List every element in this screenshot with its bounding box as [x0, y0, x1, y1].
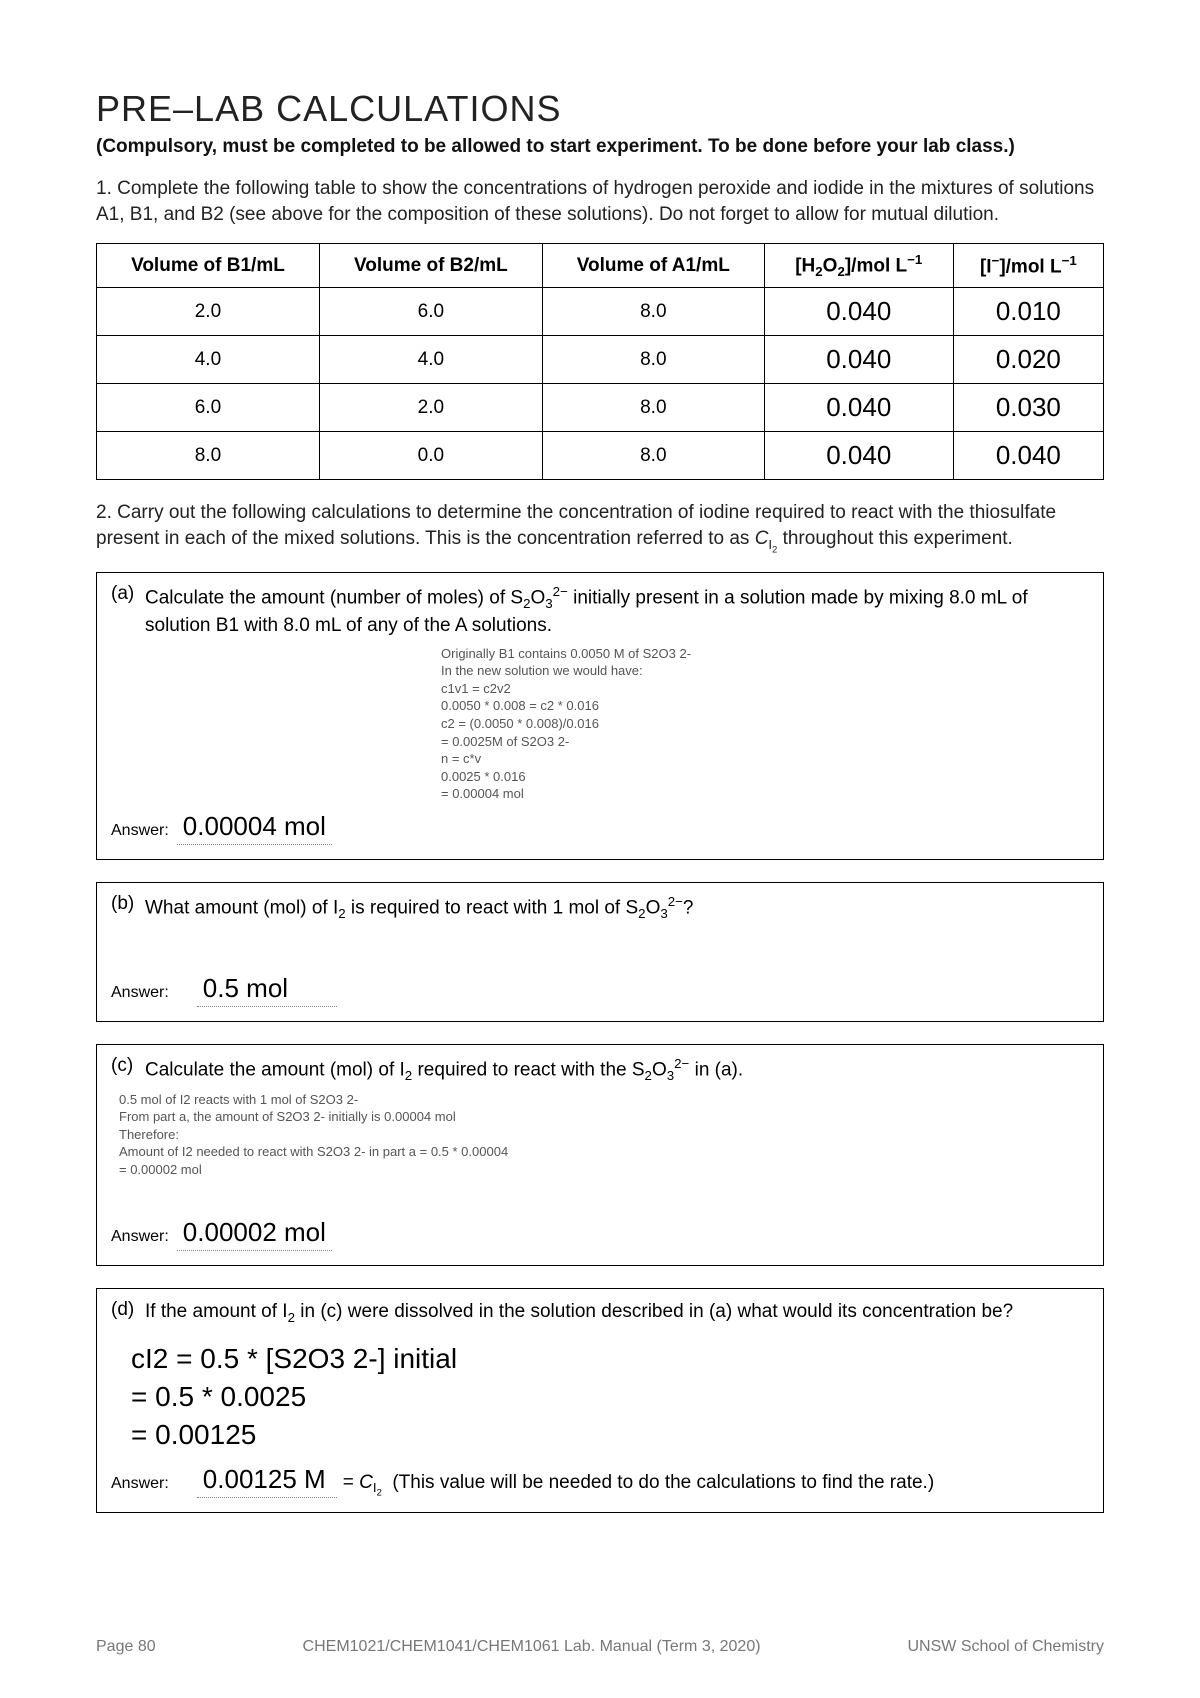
table-row: 6.0 2.0 8.0 0.040 0.030 [97, 384, 1104, 432]
answer-row: Answer: 0.00125 M = CI2 (This value will… [111, 1464, 1089, 1498]
question-1-text: 1. Complete the following table to show … [96, 176, 1104, 227]
col-a1: Volume of A1/mL [542, 244, 764, 288]
answer-label: Answer: [111, 1475, 169, 1493]
answer-label: Answer: [111, 822, 169, 840]
footer-center: CHEM1021/CHEM1041/CHEM1061 Lab. Manual (… [303, 1638, 761, 1656]
part-label: (b) [111, 893, 145, 915]
part-d-work: cI2 = 0.5 * [S2O3 2-] initial = 0.5 * 0.… [131, 1340, 1089, 1453]
question-box-a: (a) Calculate the amount (number of mole… [96, 572, 1104, 860]
part-c-work: 0.5 mol of I2 reacts with 1 mol of S2O3 … [119, 1091, 1089, 1179]
answer-row: Answer: 0.00004 mol [111, 811, 1089, 845]
part-label: (d) [111, 1299, 145, 1321]
col-b2: Volume of B2/mL [319, 244, 542, 288]
footer-right: UNSW School of Chemistry [907, 1638, 1104, 1656]
question-box-d: (d) If the amount of I2 in (c) were diss… [96, 1288, 1104, 1514]
page-title: PRE–LAB CALCULATIONS [96, 88, 1104, 130]
footer-left: Page 80 [96, 1638, 156, 1656]
answer-value: 0.00004 mol [177, 811, 332, 845]
question-2-text: 2. Carry out the following calculations … [96, 500, 1104, 556]
answer-label: Answer: [111, 1228, 169, 1246]
table-row: 8.0 0.0 8.0 0.040 0.040 [97, 432, 1104, 480]
answer-value: 0.5 mol [197, 973, 337, 1007]
page-subtitle: (Compulsory, must be completed to be all… [96, 136, 1104, 158]
answer-suffix: = CI2 (This value will be needed to do t… [343, 1472, 934, 1498]
part-a-work: Originally B1 contains 0.0050 M of S2O3 … [441, 645, 1089, 803]
question-box-c: (c) Calculate the amount (mol) of I2 req… [96, 1044, 1104, 1266]
table-row: 4.0 4.0 8.0 0.040 0.020 [97, 336, 1104, 384]
answer-row: Answer: 0.00002 mol [111, 1217, 1089, 1251]
part-label: (c) [111, 1055, 145, 1077]
col-h2o2: [H2O2]/mol L−1 [764, 244, 953, 288]
part-question: Calculate the amount (number of moles) o… [145, 583, 1089, 639]
concentration-table: Volume of B1/mL Volume of B2/mL Volume o… [96, 243, 1104, 480]
part-label: (a) [111, 583, 145, 605]
answer-label: Answer: [111, 984, 169, 1002]
table-row: 2.0 6.0 8.0 0.040 0.010 [97, 288, 1104, 336]
table-header-row: Volume of B1/mL Volume of B2/mL Volume o… [97, 244, 1104, 288]
answer-value: 0.00125 M [197, 1464, 337, 1498]
answer-row: Answer: 0.5 mol [111, 973, 1089, 1007]
part-question: Calculate the amount (mol) of I2 require… [145, 1055, 1089, 1085]
part-question: What amount (mol) of I2 is required to r… [145, 893, 1089, 923]
page-footer: Page 80 CHEM1021/CHEM1041/CHEM1061 Lab. … [0, 1638, 1200, 1656]
question-box-b: (b) What amount (mol) of I2 is required … [96, 882, 1104, 1022]
col-iodide: [I−]/mol L−1 [953, 244, 1103, 288]
answer-value: 0.00002 mol [177, 1217, 332, 1251]
col-b1: Volume of B1/mL [97, 244, 320, 288]
part-question: If the amount of I2 in (c) were dissolve… [145, 1299, 1089, 1327]
page-content: PRE–LAB CALCULATIONS (Compulsory, must b… [0, 0, 1200, 1513]
